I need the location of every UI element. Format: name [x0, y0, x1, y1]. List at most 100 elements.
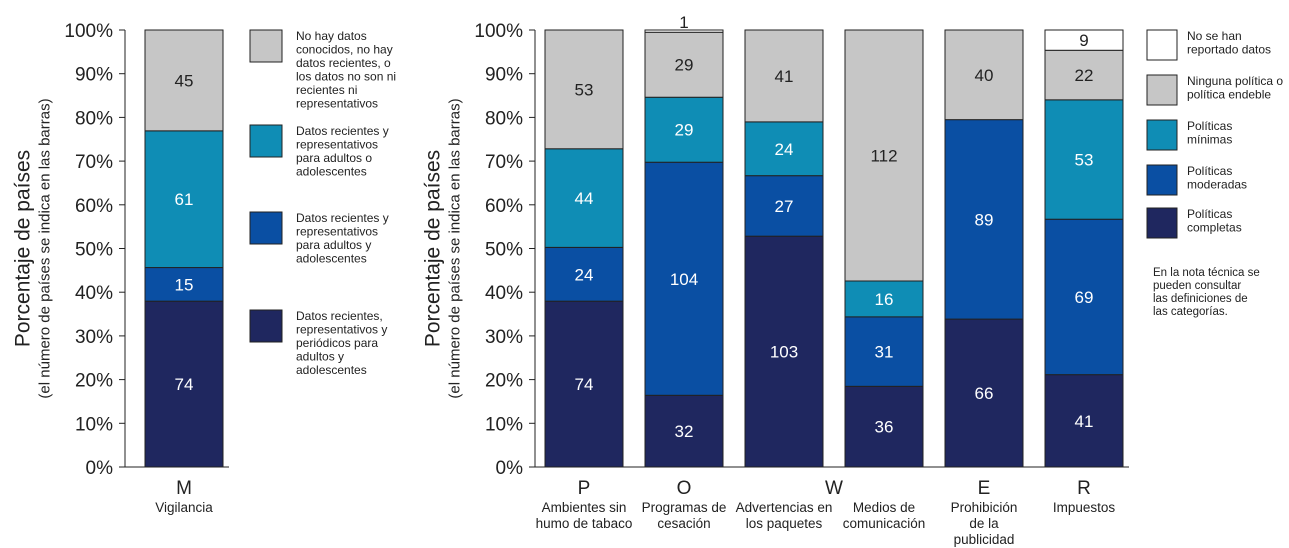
data-label: 22 — [1075, 66, 1094, 85]
data-label: 29 — [675, 121, 694, 140]
legend-label: datos recientes, o — [296, 56, 391, 70]
category-label: Impuestos — [1053, 500, 1116, 515]
legend-swatch — [1146, 207, 1178, 239]
y-tick-label: 10% — [75, 414, 113, 435]
bar-segment — [1044, 218, 1124, 376]
bar-segment — [944, 119, 1024, 320]
data-label: 29 — [675, 56, 694, 75]
data-label: 45 — [175, 71, 194, 90]
bar-segment — [744, 175, 824, 237]
data-label: 74 — [175, 375, 194, 394]
bar-segment — [844, 29, 924, 282]
legend-label: completas — [1187, 221, 1242, 235]
category-label: cesación — [657, 516, 710, 531]
y-tick-label: 0% — [496, 458, 524, 479]
data-label: 36 — [875, 418, 894, 437]
data-label: 32 — [675, 422, 694, 441]
bar-segment — [1044, 49, 1124, 101]
data-label: 104 — [670, 270, 698, 289]
y-tick-label: 40% — [75, 283, 113, 304]
bar-segment — [544, 300, 624, 468]
y-tick-label: 80% — [485, 108, 523, 129]
legend-label: Ninguna política o — [1187, 74, 1283, 88]
legend-label: mínimas — [1187, 133, 1232, 147]
y-tick-label: 100% — [474, 21, 523, 42]
legend-label: Datos recientes y — [296, 211, 389, 225]
legend-swatch — [1146, 29, 1178, 61]
data-label: 44 — [575, 189, 594, 208]
data-label: 15 — [175, 275, 194, 294]
bar-segment — [844, 385, 924, 468]
bar-segment — [1044, 99, 1124, 220]
bar-segment — [744, 235, 824, 468]
bar-segment — [844, 280, 924, 318]
data-label: 24 — [775, 140, 794, 159]
y-tick-label: 20% — [485, 371, 523, 392]
bar-segment — [644, 29, 724, 33]
legend-label: adolescentes — [296, 363, 367, 377]
category-letter: P — [578, 478, 591, 499]
bar-segment — [644, 96, 724, 163]
legend-swatch — [1146, 119, 1178, 151]
y-tick-label: 0% — [86, 458, 114, 479]
y-axis-title: Porcentaje de países — [421, 150, 444, 347]
y-axis-title: Porcentaje de países — [11, 150, 34, 347]
legend-label: adolescentes — [296, 252, 367, 266]
bar-segment — [844, 316, 924, 387]
legend-label: No hay datos — [296, 29, 367, 43]
bar-segment — [644, 161, 724, 396]
legend-label: Datos recientes, — [296, 309, 383, 323]
category-label: publicidad — [954, 532, 1015, 547]
data-label: 112 — [870, 146, 897, 165]
bar-segment — [944, 318, 1024, 468]
data-label: 41 — [775, 67, 794, 86]
category-label: Advertencias en — [736, 500, 833, 515]
category-letter: O — [677, 478, 692, 499]
y-tick-label: 30% — [485, 327, 523, 348]
bar-segment — [644, 394, 724, 468]
category-label: comunicación — [843, 516, 926, 531]
bar-segment — [744, 121, 824, 177]
data-label: 9 — [1079, 31, 1088, 50]
bar-segment — [644, 31, 724, 98]
data-label: 27 — [775, 197, 794, 216]
y-tick-label: 90% — [75, 65, 113, 86]
category-label: Ambientes sin — [542, 500, 627, 515]
bar-segment — [1044, 374, 1124, 468]
bar-segment — [144, 300, 224, 468]
y-tick-label: 90% — [485, 65, 523, 86]
category-label: Medios de — [853, 500, 915, 515]
category-label: humo de tabaco — [536, 516, 633, 531]
bar-segment — [544, 29, 624, 150]
y-tick-label: 40% — [485, 283, 523, 304]
legend-swatch — [249, 29, 283, 63]
legend-label: representativos — [296, 225, 378, 239]
legend-label: representativos — [296, 138, 378, 152]
legend-label: política endeble — [1187, 88, 1271, 102]
bar-segment — [144, 29, 224, 132]
y-tick-label: 50% — [485, 240, 523, 261]
y-tick-label: 60% — [485, 196, 523, 217]
data-label: 16 — [875, 290, 894, 309]
category-label: Vigilancia — [155, 500, 213, 515]
y-tick-label: 70% — [485, 152, 523, 173]
y-tick-label: 10% — [485, 414, 523, 435]
technical-note: En la nota técnica se — [1153, 267, 1260, 279]
legend-label: adultos y — [296, 350, 344, 364]
data-label: 74 — [575, 375, 594, 394]
legend-swatch — [249, 211, 283, 245]
technical-note: las definiciones de — [1153, 293, 1248, 305]
category-label: Programas de — [642, 500, 727, 515]
data-label: 24 — [575, 265, 594, 284]
technical-note: las categorías. — [1153, 306, 1228, 318]
data-label: 40 — [975, 66, 994, 85]
legend-label: adolescentes — [296, 165, 367, 179]
bar-segment — [944, 29, 1024, 121]
technical-note: pueden consultar — [1153, 280, 1241, 292]
bar-segment — [544, 148, 624, 248]
data-label: 31 — [875, 343, 894, 362]
legend-label: para adultos y — [296, 238, 371, 252]
y-tick-label: 60% — [75, 196, 113, 217]
data-label: 89 — [975, 210, 994, 229]
